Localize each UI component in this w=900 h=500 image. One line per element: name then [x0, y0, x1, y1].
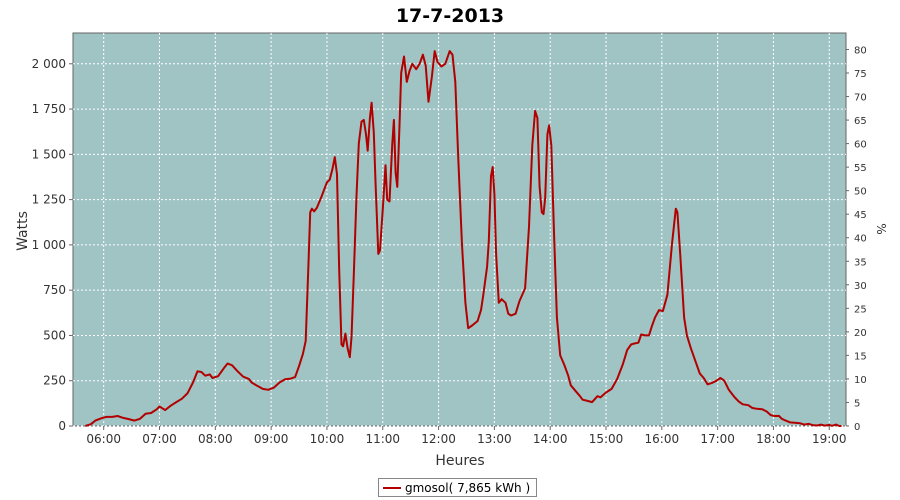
y-axis-label: Watts — [15, 211, 31, 251]
y-right-tick-label: 80 — [854, 45, 867, 56]
x-tick-label: 13:00 — [477, 432, 512, 446]
x-tick-label: 16:00 — [645, 432, 680, 446]
y-right-tick-label: 10 — [854, 375, 867, 386]
y-tick-label: 250 — [43, 374, 66, 388]
y-right-tick-label: 5 — [854, 398, 860, 409]
x-tick-label: 14:00 — [533, 432, 568, 446]
x-tick-label: 18:00 — [756, 432, 791, 446]
y-right-tick-label: 0 — [854, 422, 860, 433]
y-tick-label: 500 — [43, 328, 66, 342]
legend: gmosol( 7,865 kWh ) — [378, 478, 538, 497]
y-tick-label: 1 750 — [32, 102, 66, 116]
y-right-tick-label: 75 — [854, 69, 867, 80]
y-axis-right-label: % — [874, 223, 888, 234]
y-axis-left: 0 250 500 750 1 000 1 250 1 500 1 750 2 000 — [32, 57, 73, 433]
chart-title: 17-7-2013 — [396, 5, 504, 27]
y-tick-label: 1 500 — [32, 147, 66, 161]
x-tick-label: 08:00 — [198, 432, 233, 446]
x-tick-label: 09:00 — [254, 432, 289, 446]
x-tick-label: 06:00 — [86, 432, 121, 446]
legend-swatch — [383, 486, 401, 489]
x-axis: 06:00 07:00 08:00 09:00 10:00 11:00 12:00 13:00… — [86, 426, 847, 446]
y-axis-right: 0 5 10 15 20 25 30 35 40 45 50 55 60 65 70 75 80 — [846, 45, 867, 433]
y-right-tick-label: 55 — [854, 163, 867, 174]
x-tick-label: 15:00 — [589, 432, 624, 446]
y-tick-label: 0 — [58, 419, 66, 433]
x-tick-label: 11:00 — [365, 432, 400, 446]
y-right-tick-label: 45 — [854, 210, 867, 221]
x-tick-label: 19:00 — [812, 432, 847, 446]
y-right-tick-label: 35 — [854, 257, 867, 268]
y-right-tick-label: 20 — [854, 328, 867, 339]
series-line — [84, 50, 842, 427]
plot-area — [72, 32, 847, 427]
y-right-tick-label: 30 — [854, 281, 867, 292]
x-axis-label: Heures — [435, 453, 484, 469]
y-tick-label: 1 000 — [32, 238, 66, 252]
x-tick-label: 12:00 — [421, 432, 456, 446]
x-tick-label: 17:00 — [700, 432, 735, 446]
x-tick-label: 10:00 — [310, 432, 345, 446]
y-tick-label: 750 — [43, 283, 66, 297]
y-right-tick-label: 15 — [854, 351, 867, 362]
y-right-tick-label: 25 — [854, 304, 867, 315]
y-right-tick-label: 50 — [854, 187, 867, 198]
y-tick-label: 1 250 — [32, 193, 66, 207]
y-right-tick-label: 40 — [854, 234, 867, 245]
y-right-tick-label: 70 — [854, 93, 867, 104]
legend-label: gmosol( 7,865 kWh ) — [405, 480, 531, 495]
y-right-tick-label: 65 — [854, 116, 867, 127]
y-right-tick-label: 60 — [854, 140, 867, 151]
x-tick-label: 07:00 — [142, 432, 177, 446]
y-tick-label: 2 000 — [32, 57, 66, 71]
chart: 17-7-2013 06:00 07:00 08:00 09:00 10:00 11:00… — [15, 5, 888, 469]
